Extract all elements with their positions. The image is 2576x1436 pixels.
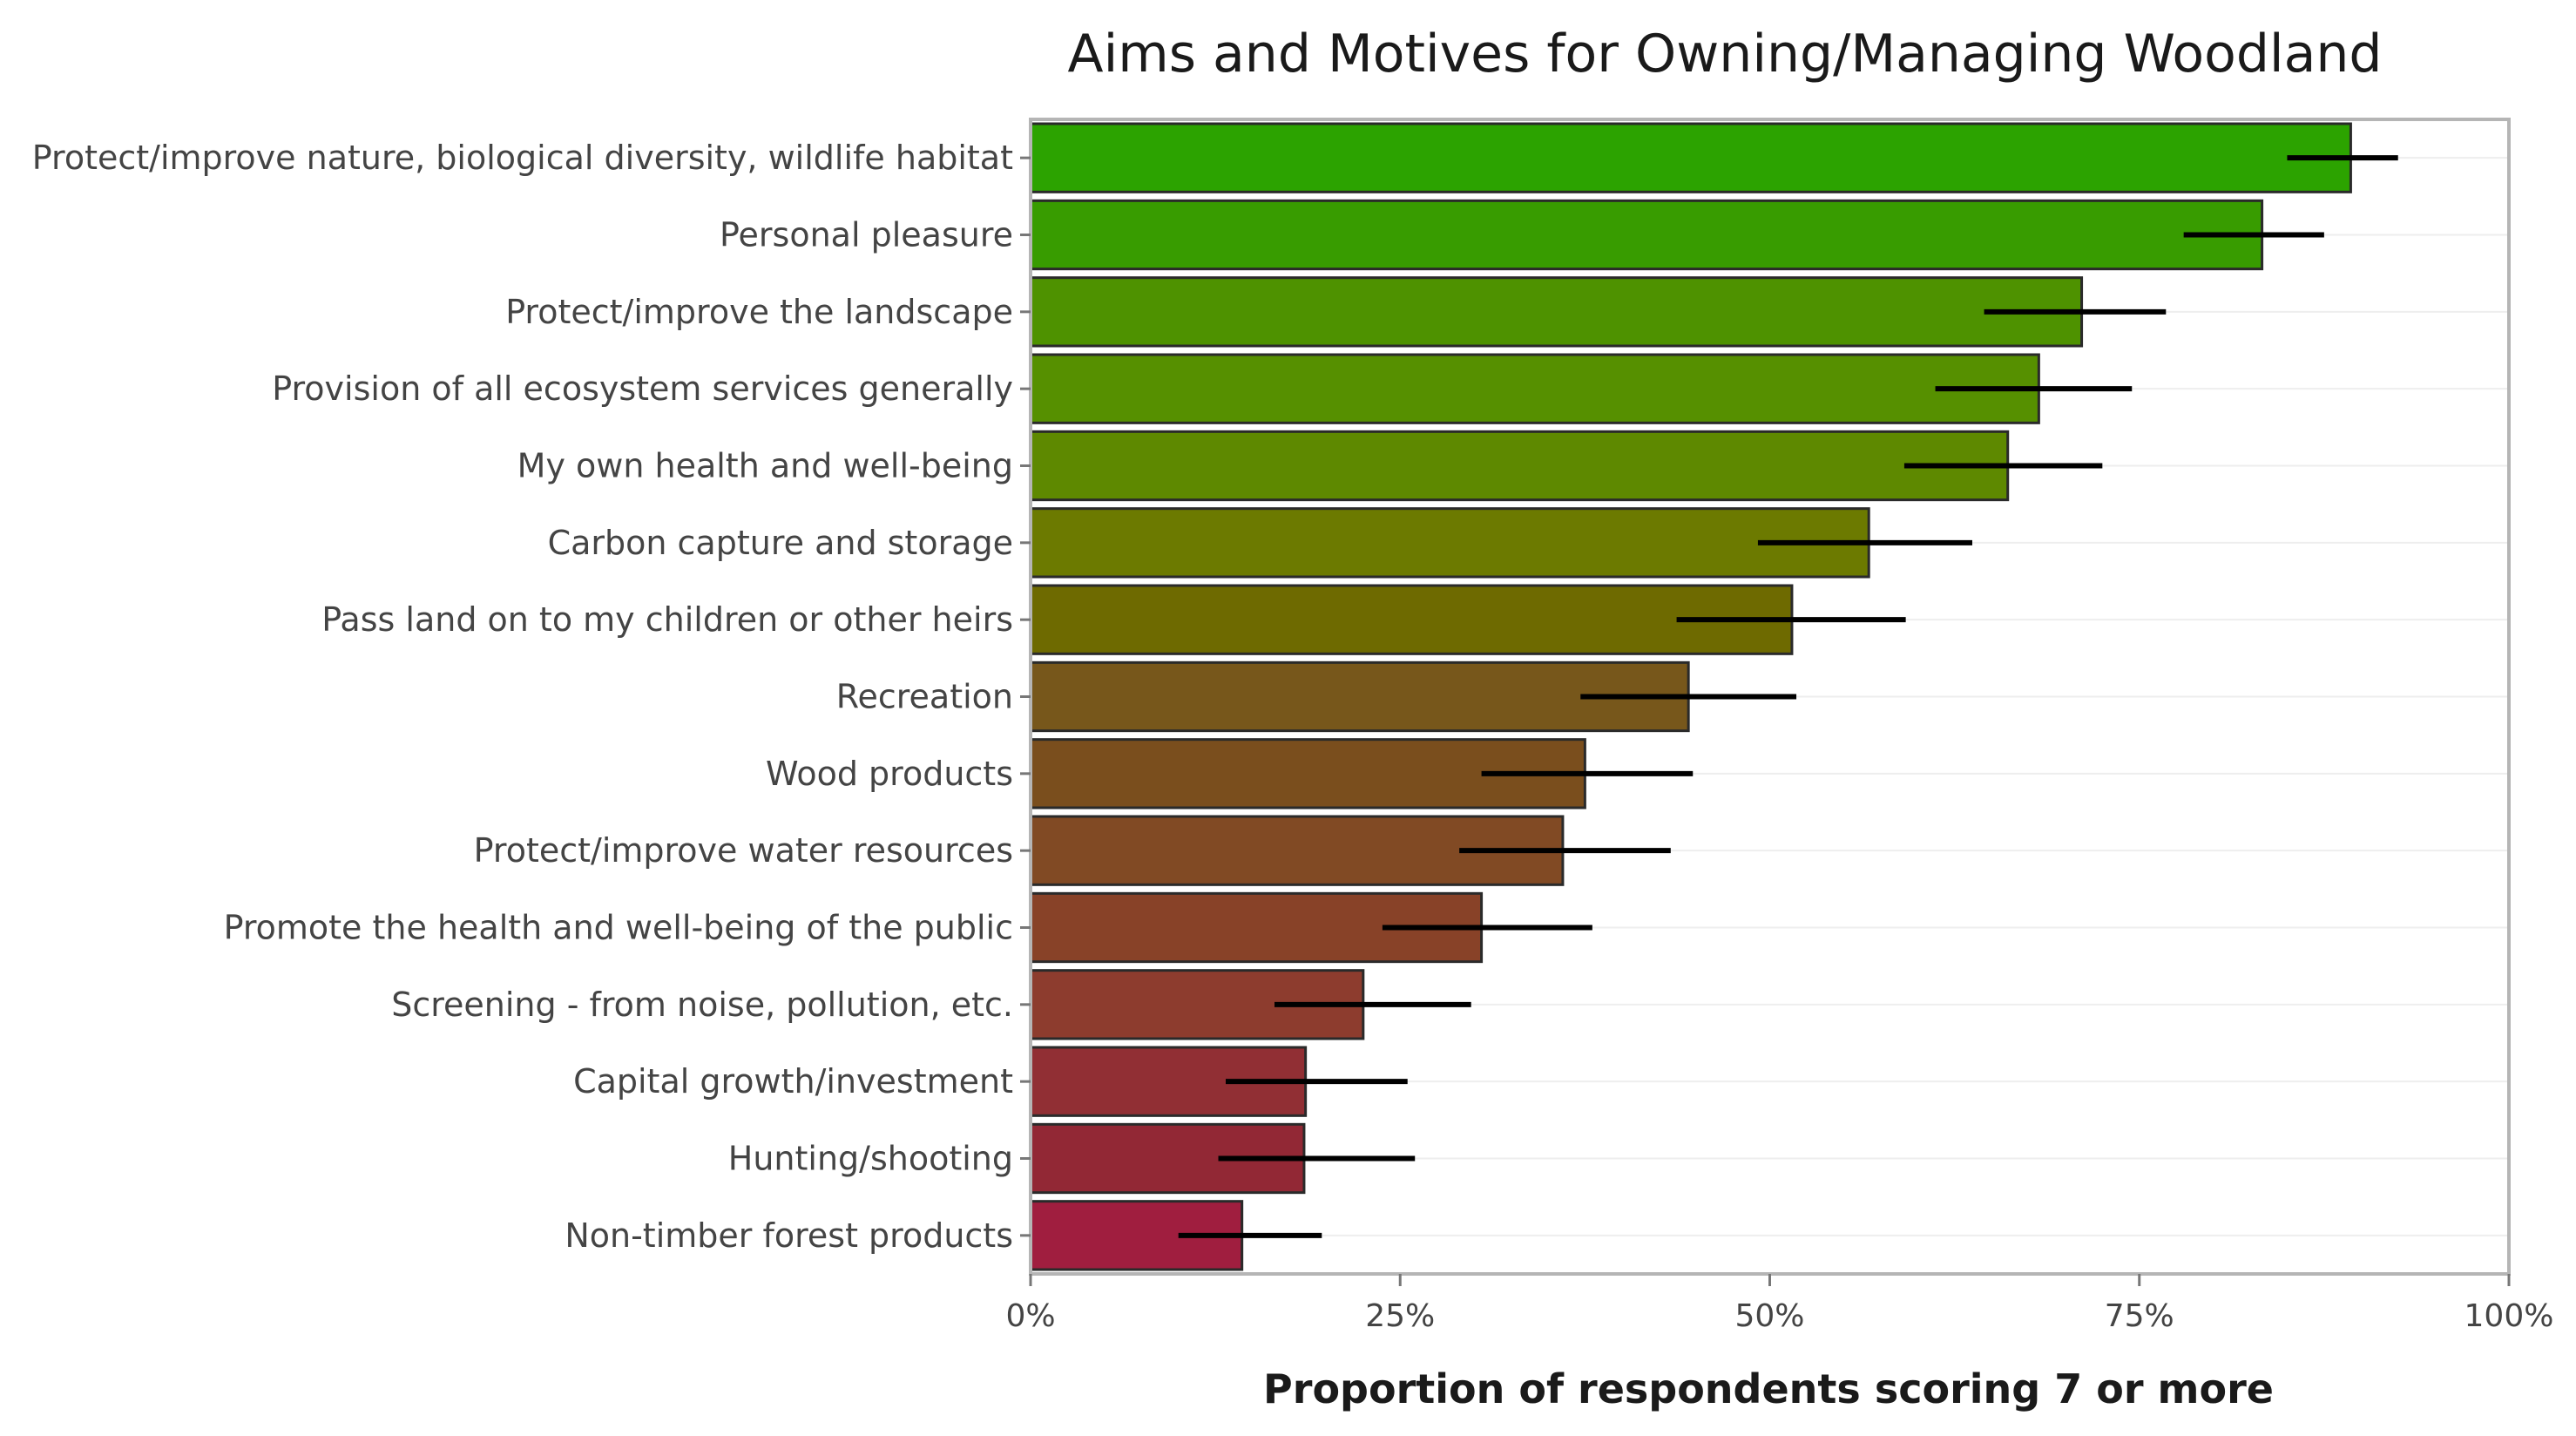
bar-6 (1029, 584, 1794, 655)
bar-2 (1029, 276, 2084, 348)
bar-5 (1029, 507, 1870, 579)
category-label-10: Promote the health and well-being of the… (224, 909, 1013, 947)
category-label-4: My own health and well-being (517, 447, 1013, 485)
bar-4 (1029, 430, 2010, 502)
bar-1 (1029, 199, 2264, 271)
category-label-5: Carbon capture and storage (548, 524, 1013, 562)
bar-3 (1029, 353, 2040, 424)
category-label-12: Capital growth/investment (573, 1062, 1013, 1101)
category-label-6: Pass land on to my children or other hei… (321, 600, 1013, 639)
category-label-3: Provision of all ecosystem services gene… (272, 369, 1013, 408)
category-label-13: Hunting/shooting (728, 1140, 1013, 1178)
category-label-14: Non-timber forest products (565, 1216, 1013, 1255)
x-tick-label-4: 100% (2464, 1298, 2554, 1334)
x-tick-label-0: 0% (1005, 1298, 1055, 1334)
x-axis-ticks: 0% 25% 50% 75% 100% (1005, 1274, 2553, 1334)
category-label-8: Wood products (766, 755, 1013, 793)
bar-7 (1029, 660, 1690, 733)
category-label-2: Protect/improve the landscape (505, 293, 1013, 331)
x-tick-label-3: 75% (2105, 1298, 2174, 1334)
category-labels: Protect/improve nature, biological diver… (32, 139, 1031, 1255)
category-label-1: Personal pleasure (720, 216, 1013, 254)
chart-title: Aims and Motives for Owning/Managing Woo… (1068, 24, 2383, 85)
x-tick-label-1: 25% (1365, 1298, 1435, 1334)
error-bars-layer (1178, 155, 2398, 1238)
x-tick-label-2: 50% (1734, 1298, 1804, 1334)
category-label-11: Screening - from noise, pollution, etc. (391, 986, 1013, 1024)
category-label-7: Recreation (836, 678, 1013, 716)
bar-0 (1029, 122, 2352, 193)
category-label-0: Protect/improve nature, biological diver… (32, 139, 1013, 177)
x-axis-title: Proportion of respondents scoring 7 or m… (1263, 1365, 2274, 1412)
category-label-9: Protect/improve water resources (474, 831, 1013, 870)
